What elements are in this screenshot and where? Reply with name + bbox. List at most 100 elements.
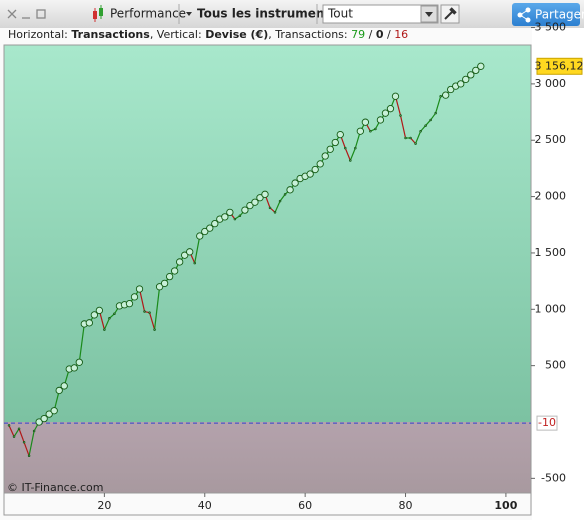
info-line: Horizontal: Transactions, Vertical: Devi…: [8, 28, 408, 41]
point: [143, 310, 146, 313]
y-axis-area: [532, 28, 584, 520]
equity-high-marker: [130, 293, 139, 301]
equity-high-marker: [170, 267, 179, 275]
equity-high-marker: [462, 75, 470, 84]
point: [22, 441, 26, 444]
current-value-box: [536, 57, 583, 75]
equity-high-marker: [211, 219, 219, 228]
equity-high-marker: [361, 118, 370, 126]
current-value-label: 3 156,12: [535, 59, 584, 72]
point: [404, 136, 407, 140]
strategy-menu[interactable]: Performance: [110, 7, 186, 21]
equity-high-marker: [386, 105, 395, 113]
equity-high-marker: [196, 232, 204, 240]
equity-high-marker: [70, 364, 78, 372]
equity-high-marker: [286, 186, 294, 194]
toolbar: [0, 0, 584, 28]
equity-high-marker: [176, 258, 184, 266]
point: [414, 142, 417, 145]
wrench-icon: [444, 7, 457, 20]
equity-high-marker: [125, 300, 134, 308]
equity-high-marker: [477, 62, 485, 70]
point: [419, 129, 422, 133]
positive-zone: [4, 45, 531, 422]
point: [349, 159, 352, 162]
equity-high-marker: [457, 80, 465, 88]
point: [108, 317, 111, 320]
equity-high-marker: [90, 311, 98, 319]
point: [283, 193, 287, 196]
equity-high-marker: [75, 358, 83, 366]
equity-high-marker: [306, 170, 314, 178]
point: [233, 217, 237, 221]
equity-high-marker: [226, 208, 234, 217]
equity-high-marker: [376, 116, 385, 124]
y-tick-label: 2 000: [535, 190, 567, 203]
threshold-box: [536, 415, 558, 431]
equity-high-marker: [261, 190, 269, 198]
line-segment: [430, 112, 437, 121]
equity-high-marker: [55, 386, 63, 395]
equity-high-marker: [7, 424, 11, 427]
y-tick-label: -500: [541, 471, 566, 484]
line-segment: [425, 119, 432, 126]
line-segment: [148, 312, 156, 330]
x-tick-label: 20: [97, 499, 111, 512]
equity-high-marker: [35, 418, 43, 426]
point: [32, 429, 36, 433]
line-segment: [138, 288, 146, 312]
equity-high-marker: [311, 165, 319, 174]
dropdown-arrow: [425, 12, 433, 17]
equity-high-marker: [206, 224, 214, 232]
line-segment: [274, 200, 281, 213]
line-segment: [153, 286, 161, 330]
equity-high-marker: [331, 138, 339, 147]
candle-icon: [93, 5, 103, 22]
share-icon: [517, 7, 531, 23]
point: [193, 261, 196, 265]
point: [369, 129, 372, 133]
equity-high-marker: [45, 410, 53, 418]
equity-high-marker: [336, 130, 344, 139]
point: [17, 427, 21, 431]
equity-high-marker: [472, 66, 480, 75]
line-segment: [399, 115, 407, 139]
negative-zone: [4, 421, 531, 493]
threshold-label: -10: [538, 416, 556, 429]
equity-high-marker: [135, 285, 144, 293]
x-axis-area: [3, 492, 532, 516]
equity-high-marker: [186, 248, 194, 256]
point: [439, 95, 442, 98]
dropdown-arrow: [186, 12, 192, 16]
copyright: © IT-Finance.com: [7, 481, 104, 494]
equity-high-marker: [391, 92, 400, 100]
point: [27, 454, 31, 458]
y-tick-label: 1 500: [535, 246, 567, 259]
line-segment: [279, 193, 286, 202]
equity-high-marker: [155, 283, 164, 291]
line-segment: [410, 137, 417, 145]
instruments-menu[interactable]: Tous les instruments: [197, 7, 337, 21]
line-segment: [18, 428, 25, 443]
point: [424, 124, 427, 127]
point: [434, 111, 437, 115]
equity-high-marker: [316, 160, 324, 168]
equity-high-marker: [442, 91, 450, 99]
y-tick-label: 3 500: [535, 21, 567, 34]
equity-high-marker: [165, 272, 174, 281]
y-tick-label: 500: [545, 359, 566, 372]
point: [429, 118, 432, 122]
equity-high-marker: [50, 407, 58, 415]
equity-high-marker: [60, 382, 68, 390]
period-value: Tout: [327, 7, 353, 21]
period-select[interactable]: [322, 4, 439, 24]
line-segment: [344, 147, 351, 161]
equity-high-marker: [241, 206, 249, 214]
line-segment: [78, 323, 85, 363]
equity-high-marker: [246, 201, 254, 210]
line-segment: [28, 430, 35, 456]
equity-high-marker: [356, 127, 365, 135]
share-label: Partager: [535, 8, 584, 22]
